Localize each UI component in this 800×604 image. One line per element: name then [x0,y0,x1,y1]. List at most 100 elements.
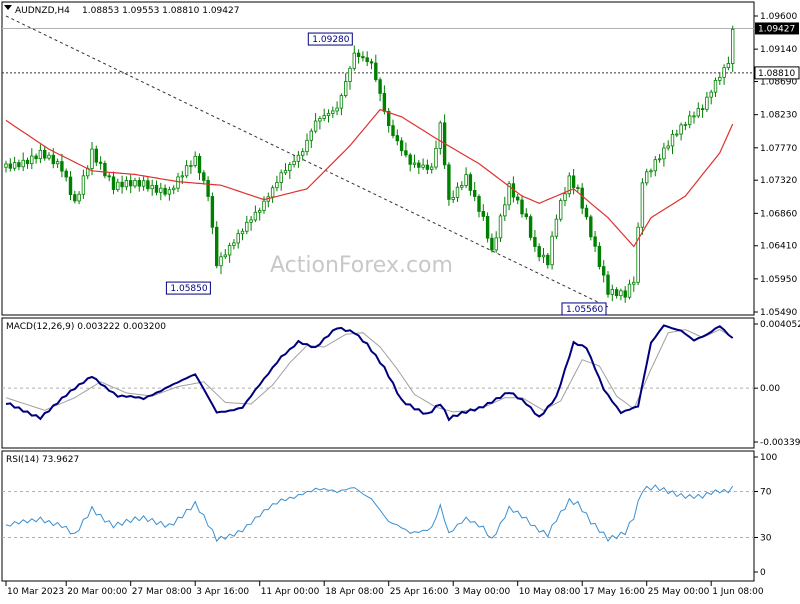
collapse-triangle-icon[interactable] [4,5,12,10]
time-tick-label: 3 Apr 16:00 [196,587,249,597]
candle-body [326,112,331,117]
candle-body [103,162,107,177]
candle-body [382,93,387,112]
candle-body [90,148,94,169]
candle-body [343,81,348,96]
candle-body [567,175,571,195]
candle-body [460,185,464,188]
candle-body [283,170,288,174]
candle-body [472,190,477,197]
macd-signal-line [5,329,733,413]
candle-body [4,163,8,168]
candle-body [675,133,679,136]
candle-body [713,80,718,93]
candle-body [30,155,34,165]
candle-body [288,164,292,171]
candle-body [296,154,301,162]
candle-body [606,274,610,295]
candle-body [731,28,735,64]
header-ohlc: 1.08853 1.09553 1.08810 1.09427 [82,6,239,16]
price-tick-label: 1.09140 [760,45,797,55]
candle-body [653,159,657,172]
candle-body [726,63,731,69]
candle-body [546,254,550,266]
candle-body [253,211,258,221]
candle-body [365,57,369,63]
candle-body [580,187,584,209]
candle-body [404,150,408,156]
candle-body [481,211,485,217]
candle-body [245,221,249,232]
macd-tick-label: 0.004052 [760,320,800,330]
price-tick-label: 1.06410 [760,242,797,252]
macd-tick-label: 0.00 [760,384,780,394]
candle-body [81,175,86,195]
candle-body [111,176,116,190]
candle-body [275,182,279,189]
candle-body [98,161,103,164]
candle-body [154,185,159,193]
candle-body [159,187,163,193]
time-tick-label: 11 Apr 00:00 [261,587,320,597]
price-tick-label: 1.05950 [760,275,797,285]
candle-body [670,133,675,147]
price-tick-label: 1.09600 [760,12,797,22]
candle-body [550,235,554,266]
candle-body [38,149,43,160]
price-tick-label: 1.07770 [760,144,797,154]
candle-body [438,122,442,149]
candle-body [688,115,692,125]
candle-body [369,61,374,64]
candle-body [632,281,636,285]
candle-body [202,172,206,181]
time-tick-label: 10 May 08:00 [519,587,581,597]
candle-body [619,290,623,297]
price-label-text: 1.09280 [312,35,349,45]
candle-body [60,161,64,172]
candle-body [356,52,361,57]
candle-body [417,162,421,168]
candle-body [176,176,180,189]
candle-body [137,180,141,187]
macd-tick-label: -0.003398 [760,438,800,448]
candle-body [610,289,614,295]
rsi-tick-label: 70 [760,488,772,498]
candle-body [339,95,344,109]
candle-body [43,149,47,159]
candle-body [232,242,236,246]
candle-body [55,161,60,165]
candle-body [34,155,38,160]
candle-body [477,196,481,212]
candle-body [236,233,240,244]
candle-body [666,145,670,149]
time-tick-label: 25 Apr 16:00 [390,587,449,597]
candle-body [528,216,533,238]
candle-body [219,256,223,267]
candle-body [434,148,438,168]
candle-body [503,204,507,217]
candle-body [133,180,137,187]
candle-body [571,175,576,188]
candle-body [683,124,688,126]
current-price-box [755,22,799,35]
candle-body [116,181,120,190]
candle-body [696,108,700,117]
candle-body [627,283,632,298]
candle-body [537,246,541,258]
candle-body [163,187,167,195]
watermark: ActionForex.com [270,253,453,278]
candle-body [107,175,111,178]
candle-body [649,170,653,173]
candle-body [197,155,202,174]
candle-body [640,182,645,228]
candle-body [318,118,322,122]
candle-body [485,216,490,239]
price-label-text: 1.05850 [170,284,207,294]
candle-body [180,175,184,178]
candle-body [305,139,309,153]
header-symbol: AUDNZD,H4 [15,6,70,16]
candle-body [141,180,146,187]
dotted-level-label: 1.08810 [758,69,795,79]
